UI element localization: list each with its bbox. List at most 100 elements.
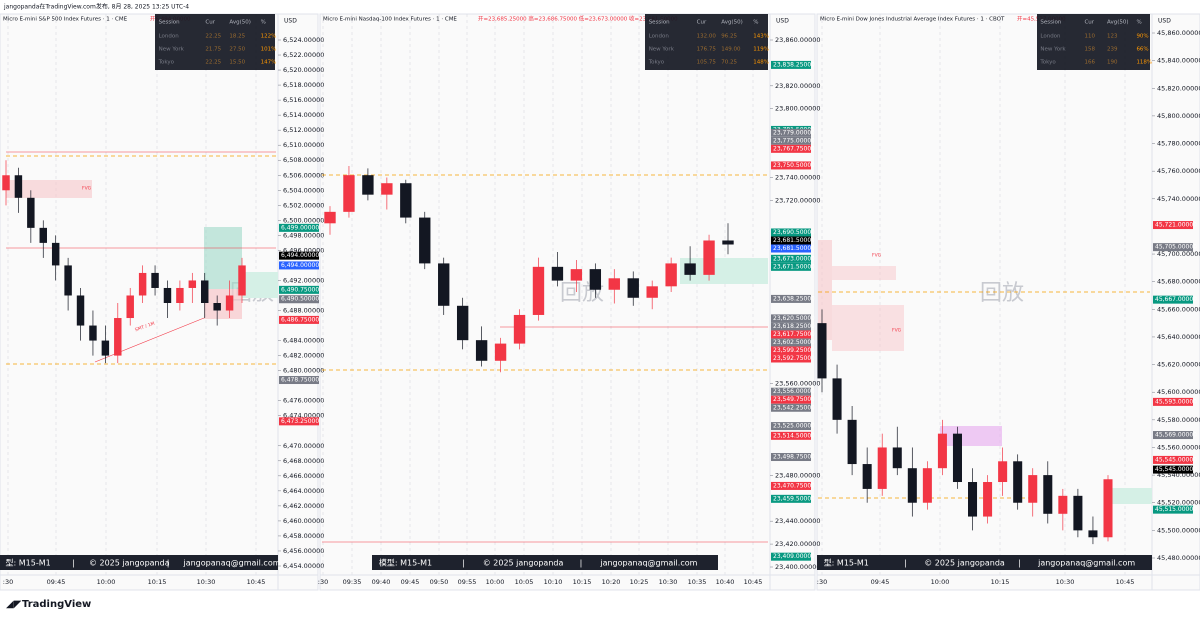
- candle-body: [1028, 475, 1038, 503]
- session-cell: 158: [1084, 47, 1095, 53]
- candle-body: [1013, 461, 1023, 503]
- session-cell: 110: [1084, 34, 1095, 40]
- price-tag-bg: [771, 453, 811, 462]
- session-cell: London: [159, 34, 180, 40]
- candle-body: [138, 272, 147, 296]
- footer-text: |: [462, 559, 465, 568]
- price-tag-bg: [771, 552, 811, 561]
- candle-body: [1043, 475, 1053, 514]
- y-tick-label: 23,440.00000: [775, 517, 821, 525]
- session-cell: New York: [1040, 47, 1066, 53]
- candle-body: [952, 433, 962, 483]
- time-label: 10:15: [573, 578, 592, 586]
- candle-body: [1058, 495, 1068, 514]
- brand: TradingView: [22, 599, 91, 610]
- price-tag-bg: [279, 285, 319, 294]
- price-tag-bg: [771, 403, 811, 412]
- time-label: 10:35: [688, 578, 707, 586]
- price-tag: 23,498.75000: [773, 454, 815, 461]
- price-tag-bg: [771, 354, 811, 363]
- header: jangopanda在TradingView.com发布, 8月 28, 202…: [3, 3, 189, 11]
- y-tick-label: 23,480.00000: [775, 471, 821, 479]
- footer-text: |: [72, 559, 75, 568]
- session-header: %: [1136, 20, 1141, 26]
- price-tag: 45,515.00000: [1155, 506, 1197, 513]
- session-header: Cur: [205, 20, 215, 26]
- y-tick-label: 23,400.00000: [775, 563, 821, 571]
- footer-text: |: [580, 559, 583, 568]
- y-tick-label: 6,466.00000: [283, 472, 324, 480]
- panel-title: Micro E-mini Dow Jones Industrial Averag…: [820, 17, 1005, 23]
- session-cell: 22.25: [205, 60, 221, 66]
- time-label: 09:45: [47, 578, 66, 586]
- y-tick-label: 45,540.00000: [1157, 471, 1200, 479]
- candle-body: [551, 266, 564, 281]
- price-tag-bg: [1153, 455, 1193, 464]
- price-tag: 6,499.00000: [281, 224, 319, 231]
- candle-body: [722, 240, 734, 245]
- session-cell: 148%: [753, 60, 769, 66]
- price-tag: 23,638.25000: [773, 295, 815, 302]
- candle-body: [400, 183, 412, 218]
- price-tag: 6,490.75000: [281, 286, 319, 293]
- session-header: Avg(50): [1107, 20, 1128, 26]
- footer-text: 型: M15-M1: [6, 559, 51, 568]
- footer-text: jangopanaq@gmail.com: [182, 559, 280, 568]
- ob-zone: [940, 426, 1002, 446]
- candle-body: [1103, 479, 1113, 538]
- session-cell: London: [649, 34, 670, 40]
- y-tick-label: 6,500.00000: [283, 216, 324, 224]
- price-tag-bg: [771, 262, 811, 271]
- price-tag: 23,599.25000: [773, 347, 815, 354]
- y-tick-label: 6,470.00000: [283, 442, 324, 450]
- price-tag: 23,514.50000: [773, 432, 815, 439]
- time-label: :30: [817, 578, 827, 586]
- session-header: %: [753, 20, 758, 26]
- candle-body: [225, 295, 234, 311]
- candle-body: [176, 287, 184, 303]
- y-tick-label: 6,488.00000: [283, 307, 324, 315]
- price-tag: 23,618.25000: [773, 323, 815, 330]
- time-label: 10:20: [602, 578, 621, 586]
- candle-body: [703, 240, 715, 275]
- time-label: 10:45: [1116, 578, 1135, 586]
- y-tick-label: 6,458.00000: [283, 532, 324, 540]
- zone-label: FVG: [872, 253, 882, 259]
- zone-label: FVG: [82, 186, 92, 192]
- price-tag-bg: [771, 322, 811, 331]
- time-label: 10:00: [97, 578, 116, 586]
- time-label: 10:45: [744, 578, 763, 586]
- session-cell: 96.25: [721, 34, 737, 40]
- sl-zone: [204, 289, 242, 319]
- y-tick-label: 6,518.00000: [283, 81, 324, 89]
- candle-body: [817, 323, 827, 379]
- time-label: 10:00: [931, 578, 950, 586]
- y-tick-label: 45,680.00000: [1157, 278, 1200, 286]
- time-label: 10:15: [991, 578, 1010, 586]
- price-tag: 6,490.50000: [281, 296, 319, 303]
- fvg-zone: [832, 266, 896, 280]
- y-tick-label: 6,506.00000: [283, 171, 324, 179]
- session-cell: 70.25: [721, 60, 737, 66]
- footer-bar: [0, 555, 278, 570]
- price-tag: 23,750.50000: [773, 162, 815, 169]
- y-tick-label: 45,560.00000: [1157, 443, 1200, 451]
- candle-body: [114, 318, 122, 356]
- price-tag-bg: [771, 136, 811, 145]
- session-cell: 176.75: [697, 47, 717, 53]
- candle-body: [937, 433, 947, 469]
- candle-body: [589, 269, 602, 290]
- price-tag: 23,681.50000: [773, 237, 815, 244]
- candle-body: [126, 295, 134, 319]
- price-tag: 45,569.00000: [1155, 432, 1197, 439]
- footer-text: |: [167, 559, 170, 568]
- candle-body: [213, 303, 221, 311]
- footer-text: |: [1018, 559, 1021, 568]
- time-label: :30: [318, 578, 328, 586]
- price-tag-bg: [771, 244, 811, 253]
- y-tick-label: 45,760.00000: [1157, 167, 1200, 175]
- time-label: 09:45: [871, 578, 890, 586]
- price-tag: 23,620.50000: [773, 315, 815, 322]
- candle-body: [419, 217, 431, 264]
- price-tag: 45,667.00000: [1155, 296, 1197, 303]
